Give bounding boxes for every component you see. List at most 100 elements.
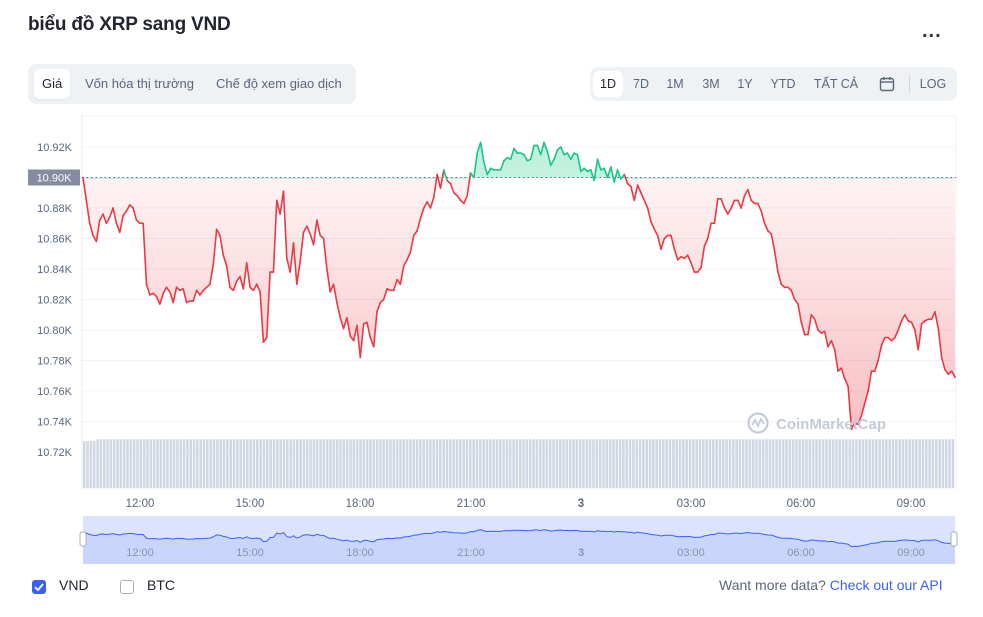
vnd-checkbox[interactable] (32, 580, 46, 594)
volume-bar (891, 439, 895, 488)
volume-bar (292, 439, 296, 488)
volume-bar (492, 439, 495, 488)
range-1y[interactable]: 1Y (737, 77, 753, 91)
btc-checkbox[interactable] (120, 580, 134, 594)
volume-bar (805, 439, 808, 488)
volume-bar (788, 439, 792, 488)
price-segment (593, 158, 599, 182)
tab-price[interactable]: Giá (34, 69, 71, 99)
volume-bar (522, 439, 525, 488)
navigator-line (82, 529, 956, 548)
volume-bar (542, 439, 545, 488)
price-segment (616, 169, 622, 180)
volume-bar (142, 439, 146, 488)
range-ytd[interactable]: YTD (770, 77, 796, 91)
price-segment (449, 182, 455, 194)
more-options-icon[interactable]: ... (922, 20, 942, 42)
range-navigator[interactable]: 12:00 15:00 18:00 21:00 3 03:00 06:00 09:00 (79, 516, 958, 564)
price-segment (840, 367, 846, 380)
price-segment (830, 339, 836, 351)
y-tick-label: 10.84K (37, 264, 73, 276)
price-segment (289, 242, 295, 273)
volume-bar (851, 439, 855, 488)
price-segment (670, 234, 676, 250)
navigator-tick-label: 15:00 (236, 547, 264, 559)
volume-bar (345, 439, 349, 488)
price-segment (312, 219, 318, 246)
volume-bar (385, 439, 389, 488)
volume-bar (472, 439, 475, 488)
price-segment (797, 303, 803, 324)
price-segment (406, 251, 412, 261)
volume-bar (325, 439, 329, 488)
volume-bar (898, 439, 901, 488)
range-7d[interactable]: 7D (633, 77, 649, 91)
volume-bar (755, 439, 758, 488)
range-1m[interactable]: 1M (666, 77, 684, 91)
price-segment (800, 321, 806, 336)
price-segment (650, 220, 656, 231)
volume-bar (905, 439, 908, 488)
price-segment (356, 324, 362, 359)
price-segment (275, 199, 281, 215)
navigator-handle[interactable] (79, 531, 87, 547)
volume-bar (435, 439, 439, 488)
volume-bar (662, 439, 665, 488)
volume-bar (445, 439, 449, 488)
price-segment (292, 242, 298, 286)
price-segment (346, 316, 352, 337)
api-link[interactable]: Check out our API (829, 577, 943, 593)
volume-bar (602, 439, 605, 488)
volume-bar (751, 439, 755, 488)
volume-bar (219, 439, 222, 488)
volume-bar (925, 439, 928, 488)
price-segment (112, 207, 118, 225)
price-segment (900, 313, 906, 322)
volume-bar (785, 439, 788, 488)
price-segment (499, 159, 505, 171)
volume-bar (116, 439, 119, 488)
area-below-reference (83, 179, 955, 430)
volume-bar (828, 439, 832, 488)
volume-bar (818, 439, 822, 488)
price-segment (549, 158, 555, 167)
navigator-handle[interactable] (950, 531, 958, 547)
price-segment (262, 336, 268, 344)
volume-bar (798, 439, 802, 488)
volume-bar (382, 439, 386, 488)
volume-bar (505, 439, 509, 488)
volume-bar (628, 439, 632, 488)
volume-bar (765, 439, 768, 488)
volume-bar (279, 439, 282, 488)
volume-bar (172, 439, 176, 488)
navigator-tick-label: 03:00 (677, 547, 705, 559)
price-segment (813, 318, 819, 331)
volume-bar (808, 439, 812, 488)
volume-bar (335, 439, 339, 488)
volume-bar (519, 439, 522, 488)
price-segment (239, 275, 245, 290)
volume-bar (655, 439, 658, 488)
volume-bar (635, 439, 638, 488)
price-segment (286, 257, 291, 273)
calendar-icon[interactable] (874, 71, 900, 97)
tab-market-cap[interactable]: Vốn hóa thị trường (85, 76, 195, 91)
price-segment (713, 198, 719, 225)
price-segment (483, 161, 489, 176)
range-all[interactable]: TẤT CẢ (813, 77, 859, 91)
price-segment (706, 222, 712, 240)
range-1d[interactable]: 1D (593, 71, 623, 97)
volume-bar (405, 439, 409, 488)
price-segment (366, 321, 372, 339)
price-segment (85, 199, 91, 225)
range-3m[interactable]: 3M (702, 77, 720, 91)
y-tick-label: 10.74K (37, 417, 73, 429)
tab-trading-view[interactable]: Chế độ xem giao dịch (216, 76, 342, 91)
price-segment (88, 222, 94, 237)
time-range-selector: 1D 7D 1M 3M 1Y YTD TẤT CẢ LOG (590, 67, 957, 101)
price-segment (155, 295, 161, 305)
log-toggle[interactable]: LOG (919, 77, 947, 91)
price-segment (436, 173, 442, 189)
volume-bar (695, 439, 698, 488)
volume-bar (948, 439, 951, 488)
